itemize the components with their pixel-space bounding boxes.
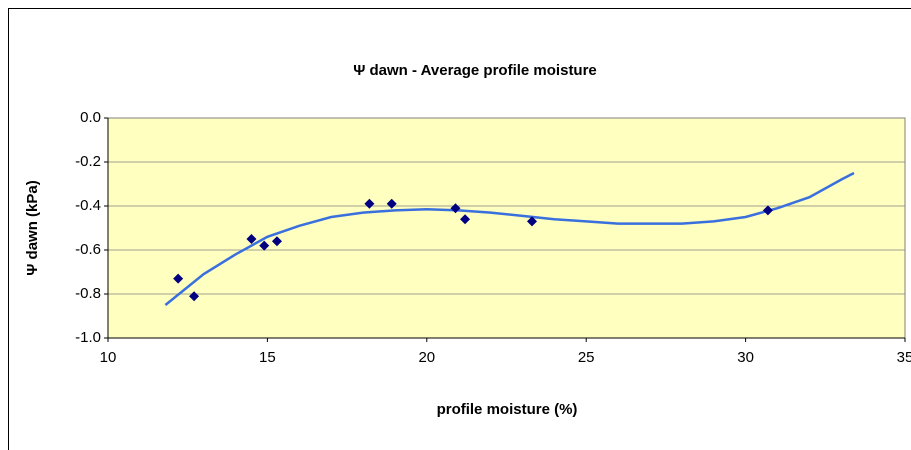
data-point bbox=[173, 273, 184, 284]
data-point bbox=[386, 198, 397, 209]
data-point bbox=[364, 198, 375, 209]
y-tick-label: -0.8 bbox=[75, 285, 101, 302]
data-point bbox=[762, 205, 773, 216]
trend-line bbox=[164, 171, 855, 306]
data-point bbox=[527, 216, 538, 227]
x-axis-label: profile moisture (%) bbox=[437, 401, 578, 418]
data-point bbox=[460, 214, 471, 225]
x-tick-label: 30 bbox=[737, 349, 754, 366]
plot-area bbox=[107, 117, 906, 339]
x-tick-label: 15 bbox=[259, 349, 276, 366]
y-tick-label: -0.4 bbox=[75, 197, 101, 214]
data-point bbox=[189, 291, 200, 302]
y-tick-label: -1.0 bbox=[75, 329, 101, 346]
x-tick-label: 10 bbox=[100, 349, 117, 366]
y-tick-label: -0.6 bbox=[75, 241, 101, 258]
x-tick-label: 20 bbox=[418, 349, 435, 366]
y-tick-label: 0.0 bbox=[80, 109, 101, 126]
y-tick-label: -0.2 bbox=[75, 153, 101, 170]
data-point bbox=[450, 203, 461, 214]
chart-title: Ψ dawn - Average profile moisture bbox=[353, 62, 597, 79]
data-point bbox=[259, 240, 270, 251]
x-tick-label: 35 bbox=[897, 349, 911, 366]
y-axis-label: Ψ dawn (kPa) bbox=[24, 180, 41, 276]
x-tick-label: 25 bbox=[578, 349, 595, 366]
data-point bbox=[246, 234, 257, 244]
data-point bbox=[271, 236, 282, 247]
